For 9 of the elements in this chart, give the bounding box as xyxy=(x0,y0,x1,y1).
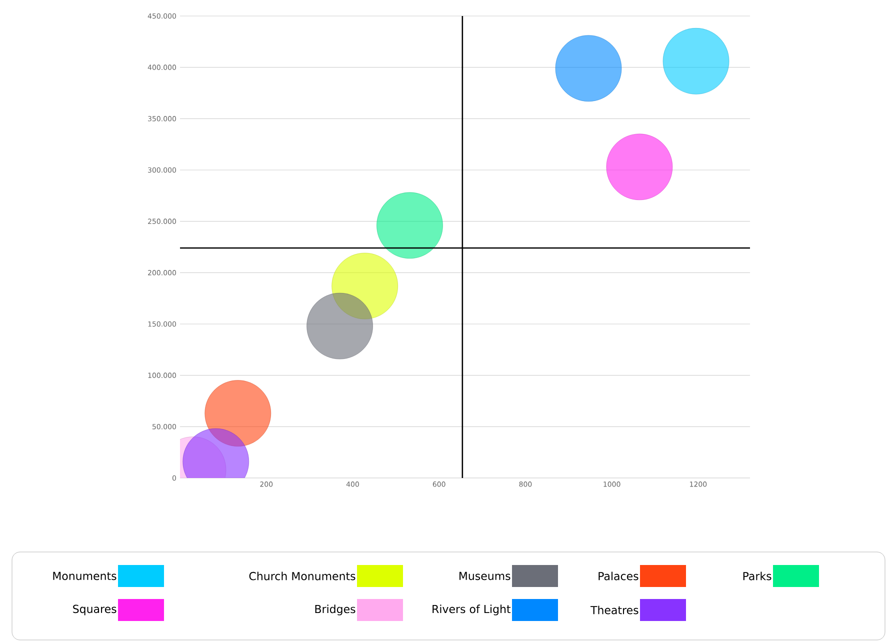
legend-label: Theatres xyxy=(590,606,638,614)
legend-label: Squares xyxy=(73,604,116,616)
legend-label: Rivers of Light xyxy=(432,604,511,616)
legend-label: Museums xyxy=(460,572,510,580)
legend-label: Church Monuments xyxy=(249,572,356,580)
legend-label: Bridges xyxy=(315,604,356,616)
legend-label: Parks xyxy=(743,572,772,580)
legend-label: Palaces xyxy=(598,572,638,580)
legend-label: Monuments xyxy=(53,572,116,580)
